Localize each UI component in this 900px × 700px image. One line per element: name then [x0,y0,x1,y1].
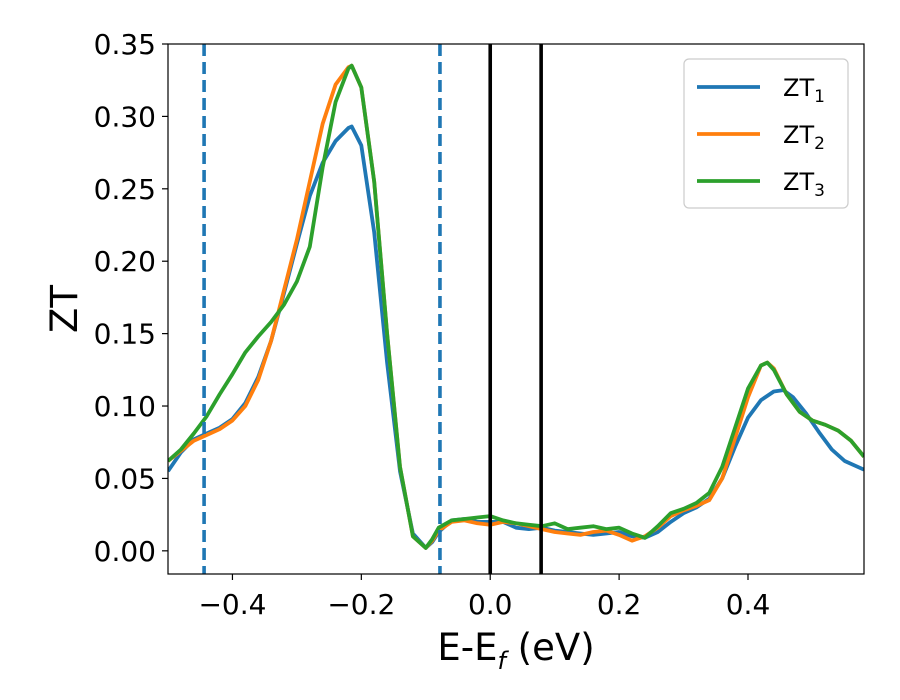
y-tick-label: 0.30 [94,100,156,133]
plot-area [168,44,864,574]
legend-label-zt3: ZT3 [783,168,825,201]
y-tick-label: 0.10 [94,390,156,423]
legend-label-zt2: ZT2 [783,121,825,154]
legend-label-zt1: ZT1 [783,74,825,107]
legend-box [683,58,849,209]
x-tick-label: −0.4 [198,588,266,621]
x-tick-label: 0.0 [468,588,513,621]
y-tick-label: 0.20 [94,245,156,278]
plot-frame [167,43,865,575]
y-tick-label: 0.15 [94,318,156,351]
x-axis-title: E-Ef (eV) [437,626,594,675]
x-tick-label: 0.4 [726,588,771,621]
x-axis: −0.4 −0.2 0.0 0.2 0.4 [198,574,770,621]
y-tick-label: 0.05 [94,462,156,495]
y-axis-title: ZT [43,285,86,333]
y-tick-label: 0.00 [94,535,156,568]
legend: ZT1 ZT2 ZT3 [683,58,849,209]
y-axis: 0.00 0.05 0.10 0.15 0.20 0.25 0.30 0.35 [94,28,168,568]
x-tick-label: −0.2 [327,588,395,621]
x-axis-title-unit: (eV) [506,626,595,669]
series-line-zt3 [168,63,864,550]
x-axis-title-main: E-E [437,626,497,669]
y-tick-label: 0.35 [94,28,156,61]
x-tick-label: 0.2 [597,588,642,621]
y-tick-label: 0.25 [94,173,156,206]
